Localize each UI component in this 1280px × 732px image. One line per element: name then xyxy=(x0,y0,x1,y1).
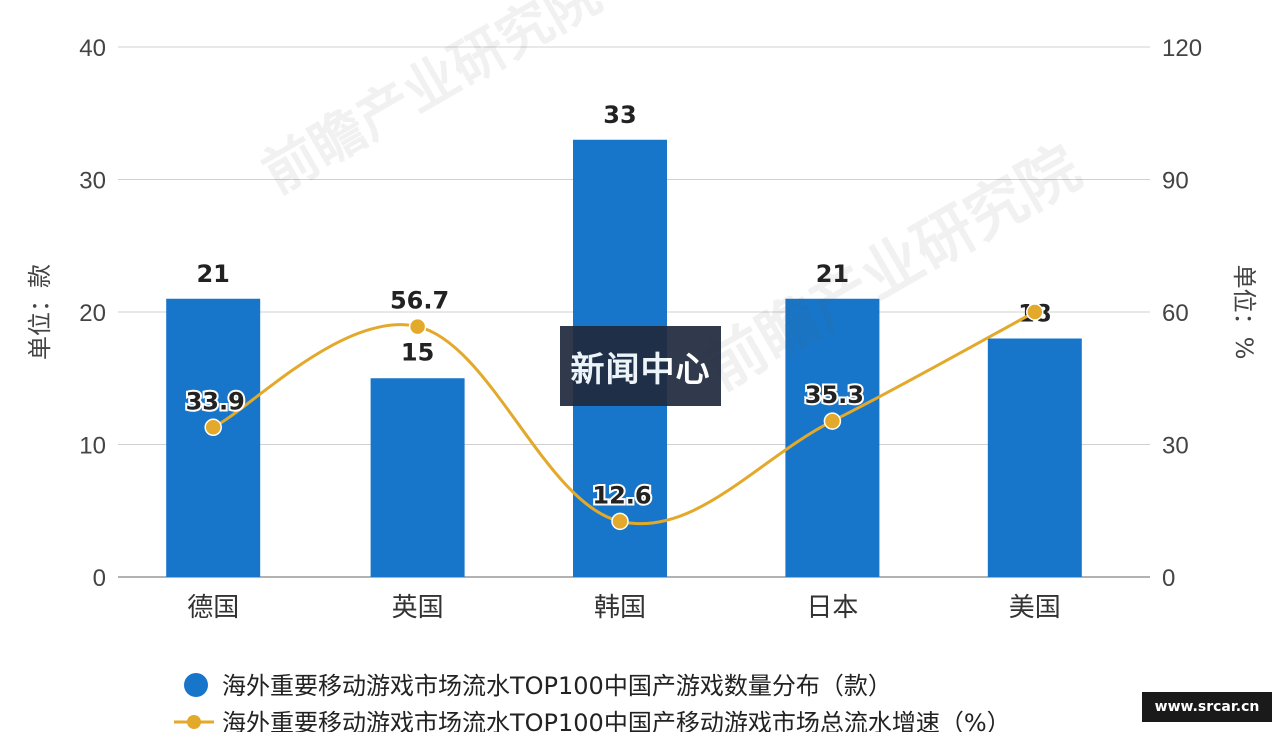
axes: 0 10 20 30 40 0 30 60 90 120 单位：款 单位：% 德国 英国 韩国 日本 美国 xyxy=(26,35,1258,623)
y-right-tick-label: 0 xyxy=(1162,565,1175,592)
y-right-tick-label: 120 xyxy=(1162,35,1202,62)
bar xyxy=(370,378,465,577)
x-tick-label: 英国 xyxy=(392,593,444,623)
y-right-tick-label: 90 xyxy=(1162,168,1189,195)
bar-value-label: 15 xyxy=(401,338,434,366)
bar xyxy=(987,338,1082,577)
bar-value-label: 33 xyxy=(603,101,636,129)
y-right-tick-label: 60 xyxy=(1162,300,1189,327)
bar xyxy=(166,298,261,577)
legend-line-label: 海外重要移动游戏市场流水TOP100中国产移动游戏市场总流水增速（%） xyxy=(222,709,1011,732)
y-right-tick-label: 30 xyxy=(1162,433,1189,460)
line-value-label: 35.3 xyxy=(805,381,864,409)
y-left-tick-label: 40 xyxy=(79,35,106,62)
line-value-label: 12.6 xyxy=(592,481,651,509)
y-left-tick-label: 10 xyxy=(79,433,106,460)
x-tick-label: 韩国 xyxy=(594,593,646,623)
line-value-label: 56.7 xyxy=(390,287,449,315)
line-value-label: 33.9 xyxy=(186,387,245,415)
line-point xyxy=(408,317,427,336)
line-series: 33.9 56.7 12.6 35.3 xyxy=(184,285,1044,531)
y-left-tick-label: 30 xyxy=(79,168,106,195)
legend: 海外重要移动游戏市场流水TOP100中国产游戏数量分布（款） 海外重要移动游戏市场… xyxy=(174,672,1011,732)
line-point xyxy=(823,412,842,430)
bar-value-label: 21 xyxy=(816,260,849,288)
x-tick-label: 日本 xyxy=(806,593,858,623)
legend-bar-label: 海外重要移动游戏市场流水TOP100中国产游戏数量分布（款） xyxy=(222,672,892,700)
y-right-axis-title: 单位：% xyxy=(1230,265,1258,360)
y-left-axis-title: 单位：款 xyxy=(26,264,54,360)
line-point xyxy=(611,512,629,531)
x-tick-label: 德国 xyxy=(187,593,239,623)
bar-value-label: 21 xyxy=(196,260,229,288)
line-point xyxy=(204,418,222,437)
legend-line-dot xyxy=(187,715,201,729)
y-left-tick-label: 20 xyxy=(79,300,106,327)
legend-bar-marker xyxy=(184,673,208,697)
x-tick-label: 美国 xyxy=(1009,593,1061,623)
news-center-badge: 新闻中心 xyxy=(560,326,721,406)
bar xyxy=(785,298,880,577)
y-left-tick-label: 0 xyxy=(93,565,106,592)
site-stamp: www.srcar.cn xyxy=(1142,692,1272,722)
line-point xyxy=(1026,303,1044,321)
